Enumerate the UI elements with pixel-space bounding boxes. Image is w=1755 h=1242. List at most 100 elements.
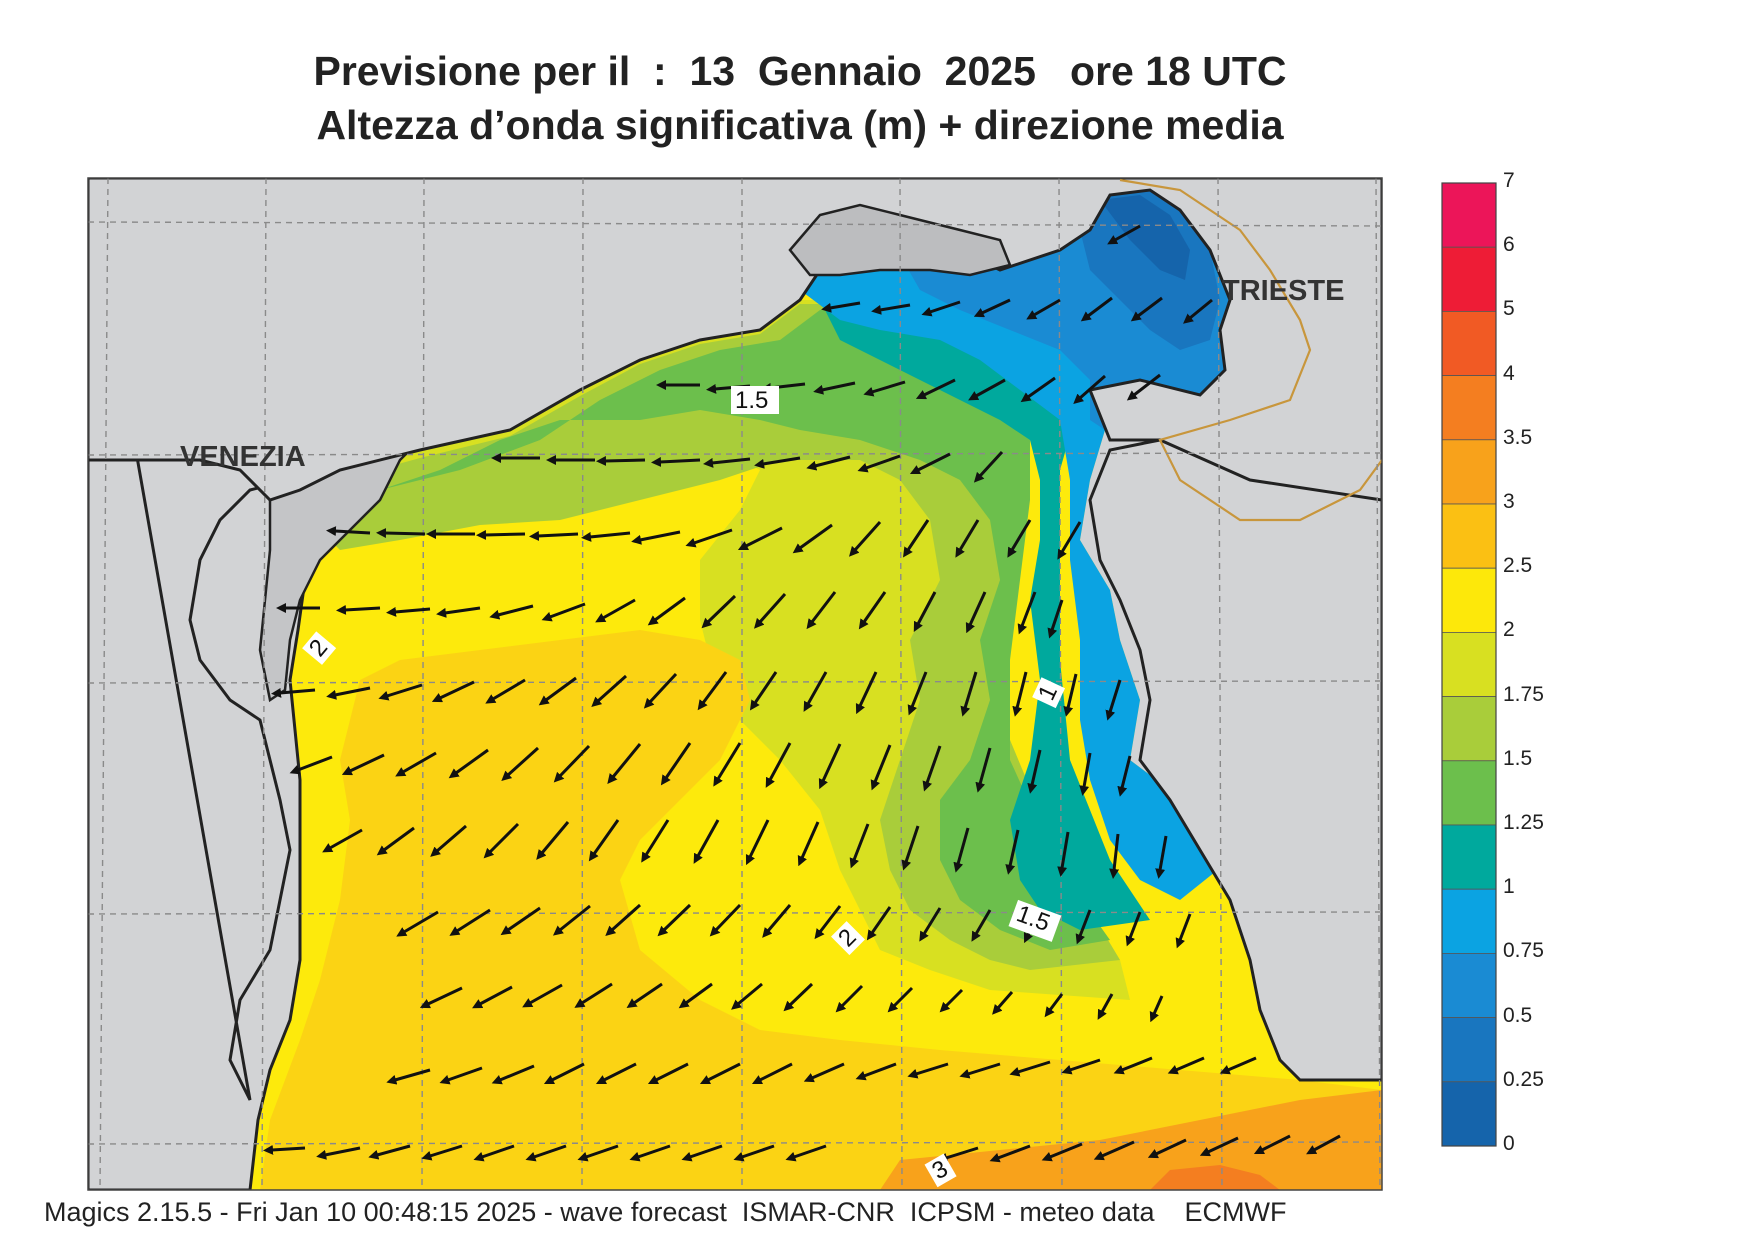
arrow — [803, 671, 828, 712]
arrow — [903, 519, 930, 558]
arrow — [1093, 1140, 1135, 1161]
arrow — [543, 1062, 585, 1085]
arrow — [1105, 679, 1122, 721]
band-35-4 — [1150, 1165, 1280, 1190]
arrow — [797, 821, 820, 867]
arrow — [754, 593, 787, 629]
colorbar-label: 0.25 — [1503, 1067, 1544, 1091]
arrow — [901, 825, 920, 871]
arrow — [913, 591, 937, 632]
arrow — [1080, 296, 1113, 322]
arrow — [858, 591, 887, 630]
arrow — [703, 457, 751, 468]
colorbar-swatch — [1441, 824, 1497, 890]
arrow — [803, 1062, 845, 1083]
arrow — [541, 602, 586, 622]
colorbar-swatch — [1441, 953, 1497, 1019]
arrow — [1005, 829, 1020, 875]
arrow — [529, 530, 579, 541]
colorbar-label: 0.75 — [1503, 939, 1544, 963]
arrow — [701, 594, 737, 629]
arrow — [866, 906, 892, 941]
arrow — [1113, 1056, 1153, 1075]
arrow — [1061, 1058, 1101, 1075]
arrow — [1167, 1056, 1205, 1075]
arrow — [396, 910, 439, 937]
arrow — [289, 755, 333, 775]
arrow — [1012, 671, 1028, 717]
arrow — [1117, 755, 1132, 797]
arrow — [1079, 752, 1092, 796]
arrow — [754, 456, 801, 469]
arrow — [1199, 1136, 1239, 1157]
arrow — [1007, 519, 1032, 558]
arrow — [737, 526, 783, 551]
arrow — [821, 301, 861, 313]
arrow — [813, 381, 856, 395]
arrow — [657, 903, 692, 937]
arrow — [907, 1062, 949, 1079]
arrow — [386, 606, 431, 617]
colorbar-label: 4 — [1503, 361, 1515, 385]
arrow — [491, 1064, 535, 1085]
arrow — [1175, 913, 1192, 949]
arrow — [436, 606, 481, 618]
arrow — [439, 1066, 483, 1085]
arrow — [1057, 521, 1082, 560]
colorbar-label: 2 — [1503, 618, 1515, 642]
arrow — [641, 819, 670, 863]
arrow — [651, 456, 701, 467]
arrow — [378, 683, 423, 701]
arrow — [1057, 831, 1070, 877]
arrow — [953, 827, 970, 873]
band-25-3 — [260, 630, 1382, 1190]
arrow — [647, 596, 686, 626]
arrow — [326, 526, 371, 537]
colorbar-swatch — [1441, 503, 1497, 569]
arrow — [472, 985, 513, 1009]
contour-labels: 1.5 2 1 2 1.5 3 — [302, 386, 1066, 1188]
arrow — [973, 298, 1011, 318]
colorbar-label: 1.75 — [1503, 682, 1544, 706]
colorbar-label: 1.25 — [1503, 811, 1544, 834]
arrow — [992, 991, 1014, 1015]
arrow — [1155, 835, 1168, 879]
arrow — [693, 819, 720, 864]
arrow — [870, 744, 892, 791]
arrow — [989, 1144, 1031, 1163]
arrow — [762, 904, 792, 938]
border-line — [1119, 178, 1382, 522]
arrow — [500, 906, 541, 936]
arrow — [685, 528, 733, 548]
arrow — [915, 378, 956, 400]
arrow — [263, 1144, 306, 1155]
contour-label-box — [1032, 677, 1066, 709]
arrow — [955, 519, 980, 558]
arrow — [386, 1068, 431, 1085]
colorbar-label: 0.5 — [1503, 1003, 1533, 1027]
arrow — [1130, 296, 1163, 322]
footer-credit: Magics 2.15.5 - Fri Jan 10 00:48:15 2025… — [44, 1197, 1287, 1227]
colorbar-label: 5 — [1503, 297, 1515, 321]
band-0-025 — [1100, 195, 1190, 280]
arrow — [699, 1062, 741, 1085]
arrow — [849, 521, 882, 557]
arrow — [959, 1062, 1001, 1079]
arrow — [871, 303, 911, 315]
contour-label-box — [731, 386, 779, 414]
colorbar-swatch — [1441, 1081, 1497, 1147]
arrow — [591, 674, 627, 707]
band-3-35 — [880, 1090, 1382, 1190]
arrow — [421, 1144, 463, 1161]
place-trieste: TRIESTE — [1222, 275, 1344, 307]
arrow — [525, 1144, 567, 1162]
colorbar-swatch — [1441, 439, 1497, 505]
colorbar-label: 1.5 — [1503, 746, 1533, 770]
arrow — [1041, 1142, 1083, 1162]
arrow — [476, 529, 526, 540]
arrow — [1063, 673, 1078, 717]
arrow — [647, 1062, 689, 1085]
arrow — [863, 380, 906, 397]
contour-label-box — [1008, 899, 1062, 942]
